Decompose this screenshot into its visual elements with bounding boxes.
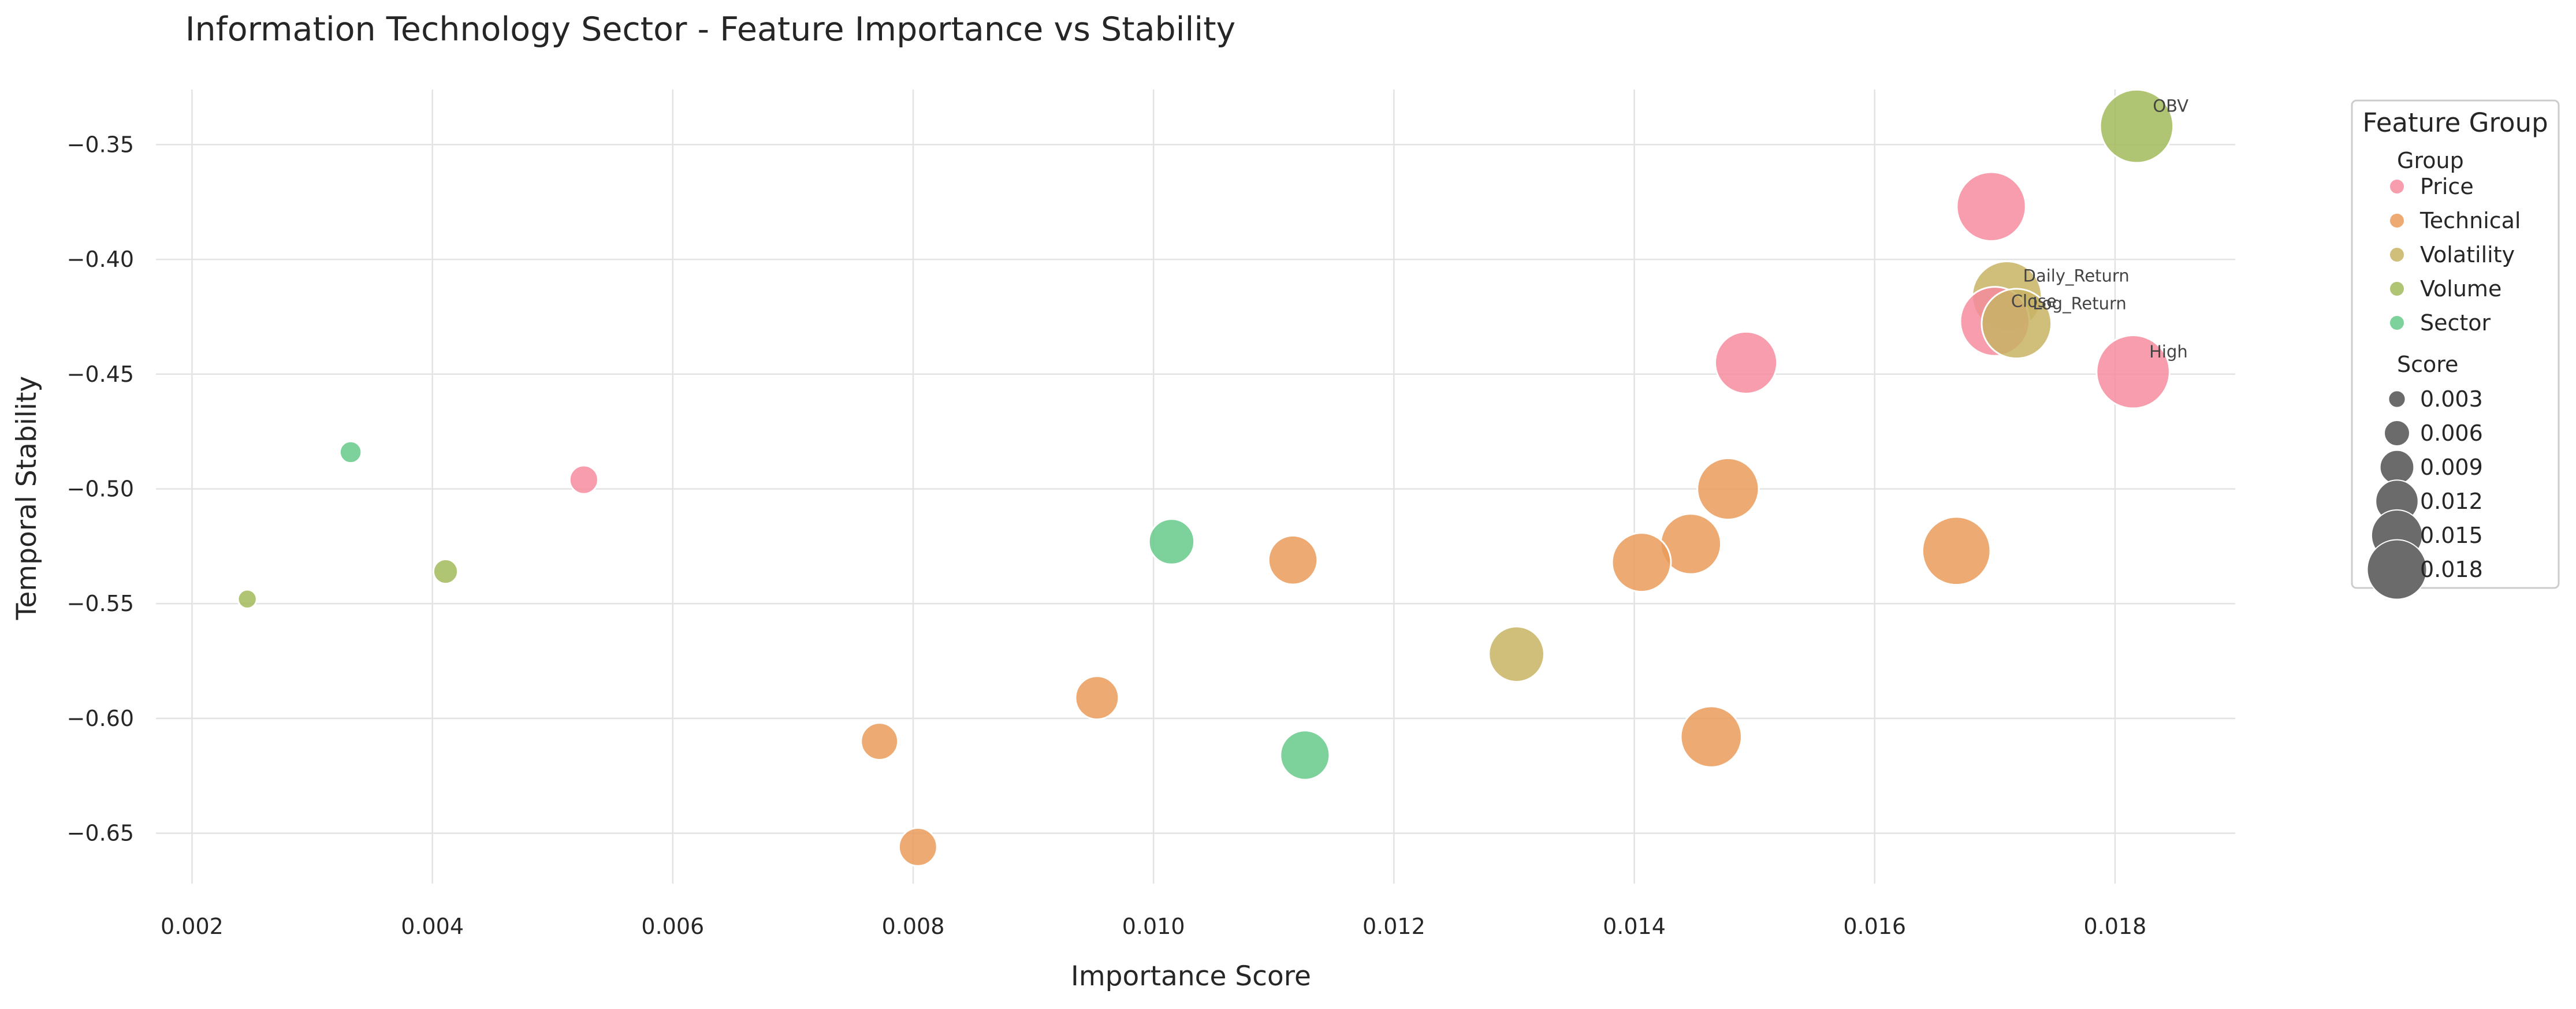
- x-axis-label: Importance Score: [1071, 960, 1311, 992]
- point-volume-21: [432, 558, 459, 585]
- x-tick-label-4: 0.010: [1122, 914, 1185, 939]
- data-points: [237, 88, 2175, 867]
- legend-title: Feature Group: [2362, 107, 2548, 138]
- y-tick-label-0: −0.35: [67, 132, 134, 157]
- legend-size-heading: Score: [2397, 352, 2458, 377]
- gridlines: [156, 90, 2235, 884]
- point-sector-12: [1148, 518, 1196, 565]
- point-price-19: [568, 464, 599, 495]
- legend-size-marker-2: [2379, 449, 2415, 485]
- legend-label-volatility: Volatility: [2420, 242, 2515, 267]
- legend-marker-sector: [2390, 316, 2404, 330]
- x-tick-label-1: 0.004: [401, 914, 464, 939]
- legend-marker-volatility: [2390, 248, 2404, 262]
- legend-label-sector: Sector: [2420, 310, 2491, 336]
- point-technical-14: [1074, 675, 1120, 720]
- legend-size-marker-1: [2384, 420, 2410, 446]
- legend-size-label-1: 0.006: [2420, 420, 2483, 446]
- x-tick-label-7: 0.016: [1843, 914, 1906, 939]
- point-sector-17: [1279, 729, 1331, 781]
- x-tick-label-0: 0.002: [161, 914, 224, 939]
- x-tick-label-6: 0.014: [1603, 914, 1666, 939]
- legend-size-marker-5: [2366, 539, 2428, 600]
- point-volatility-4: [1981, 288, 2053, 360]
- annotation-obv: OBV: [2153, 96, 2188, 116]
- legend-size-label-3: 0.012: [2420, 489, 2483, 514]
- point-volume-22: [237, 589, 258, 609]
- point-price-1: [1956, 171, 2027, 242]
- annotation-daily-return: Daily_Return: [2023, 266, 2130, 286]
- y-tick-label-1: −0.40: [67, 247, 134, 272]
- point-technical-15: [860, 722, 899, 761]
- annotation-high: High: [2149, 342, 2188, 362]
- point-technical-18: [898, 826, 938, 867]
- legend-size-marker-0: [2388, 390, 2406, 408]
- legend-size-label-5: 0.018: [2420, 557, 2483, 582]
- legend-marker-price: [2390, 180, 2404, 193]
- annotation-close: Close: [2011, 291, 2057, 311]
- point-price-5: [2095, 334, 2171, 409]
- legend-label-volume: Volume: [2420, 276, 2501, 301]
- x-tick-label-2: 0.006: [641, 914, 704, 939]
- point-price-6: [1714, 330, 1778, 394]
- y-axis-ticks: −0.35 −0.40 −0.45 −0.50 −0.55 −0.60 −0.65: [67, 132, 134, 846]
- legend-size-label-4: 0.015: [2420, 523, 2483, 548]
- legend-size-entries: 0.003 0.006 0.009 0.012 0.015 0.018: [2366, 386, 2483, 600]
- legend-group-entries: Price Technical Volatility Volume Sector: [2390, 174, 2521, 336]
- legend-group-heading: Group: [2397, 148, 2464, 173]
- point-volatility-13: [1488, 625, 1545, 683]
- point-technical-16: [1680, 705, 1743, 768]
- y-tick-label-6: −0.65: [67, 821, 134, 846]
- legend-label-price: Price: [2420, 174, 2474, 199]
- point-technical-7: [1696, 457, 1760, 521]
- x-axis-ticks: 0.002 0.004 0.006 0.008 0.010 0.012 0.014 0.016…: [161, 914, 2146, 939]
- point-volume-0: [2099, 88, 2175, 164]
- legend: Feature Group Group Price Technical Volati…: [2351, 99, 2560, 600]
- legend-size-label-2: 0.009: [2420, 455, 2483, 480]
- x-tick-label-5: 0.012: [1363, 914, 1425, 939]
- y-tick-label-2: −0.45: [67, 362, 134, 387]
- y-tick-label-4: −0.55: [67, 591, 134, 616]
- legend-label-technical: Technical: [2419, 208, 2521, 233]
- legend-marker-technical: [2390, 214, 2404, 228]
- x-tick-label-8: 0.018: [2084, 914, 2147, 939]
- point-technical-10: [1921, 516, 1991, 586]
- legend-marker-volume: [2390, 282, 2404, 296]
- point-technical-9: [1611, 532, 1672, 593]
- y-tick-label-3: −0.50: [67, 476, 134, 501]
- y-tick-label-5: −0.60: [67, 706, 134, 731]
- x-tick-label-3: 0.008: [882, 914, 945, 939]
- chart-title: Information Technology Sector - Feature …: [185, 10, 1236, 49]
- point-sector-20: [338, 440, 363, 464]
- y-axis-label: Temporal Stability: [11, 376, 43, 620]
- point-technical-11: [1267, 534, 1319, 586]
- annotation-log-return: Log_Return: [2032, 293, 2127, 313]
- legend-size-label-0: 0.003: [2420, 386, 2483, 412]
